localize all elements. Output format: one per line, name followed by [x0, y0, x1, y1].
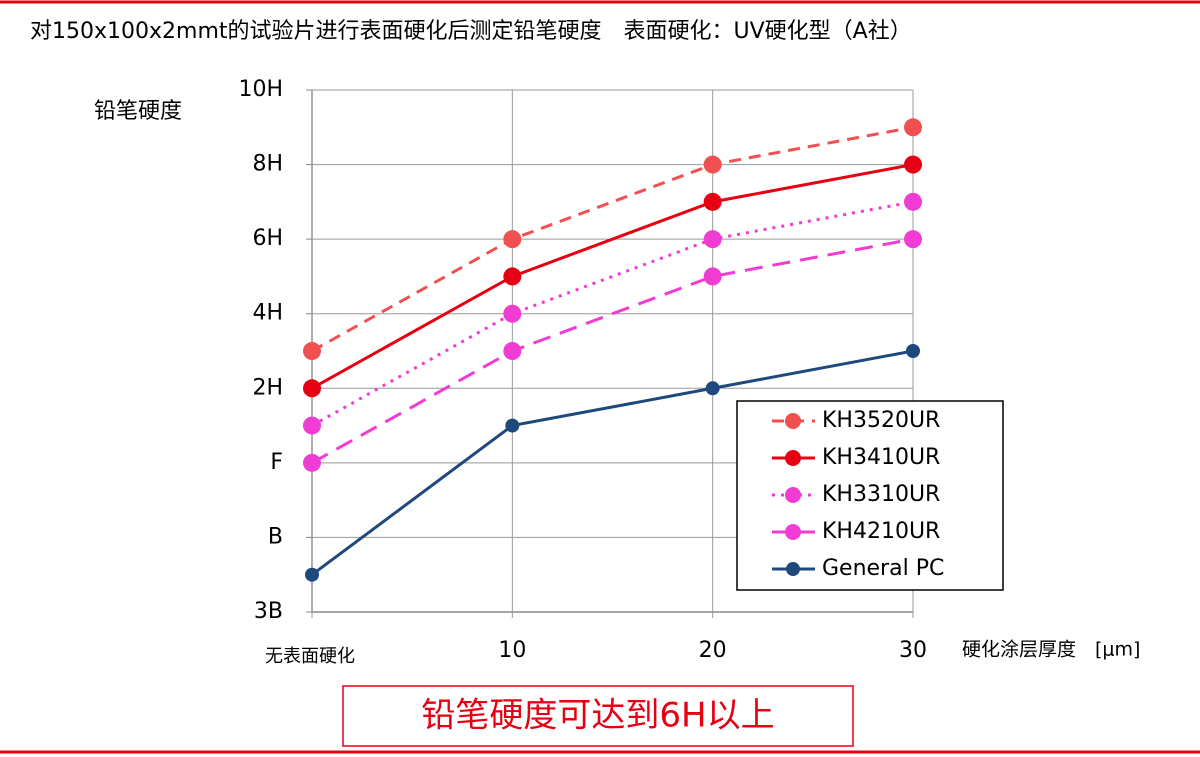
marker	[303, 379, 321, 398]
marker	[904, 155, 922, 174]
x-axis-label: 硬化涂层厚度 [μm]	[962, 639, 1140, 661]
series-line	[311, 237, 914, 465]
marker	[303, 416, 321, 435]
x-tick-label: 无表面硬化	[265, 646, 355, 667]
y-tick-label: B	[268, 524, 283, 549]
legend-label: KH4210UR	[822, 519, 940, 544]
y-tick-label: 2H	[252, 375, 283, 400]
legend-marker	[785, 413, 801, 429]
marker	[303, 453, 321, 472]
marker	[703, 192, 722, 211]
marker	[904, 230, 922, 249]
annotation-box	[342, 685, 854, 747]
legend-label: KH3520UR	[822, 408, 940, 433]
legend-label: KH3410UR	[822, 445, 940, 470]
legend-label: KH3310UR	[822, 482, 940, 507]
marker	[503, 304, 522, 323]
marker	[703, 230, 722, 249]
series-line	[311, 349, 914, 576]
marker	[503, 230, 522, 249]
legend-marker	[786, 562, 800, 576]
marker	[305, 567, 319, 582]
marker	[705, 381, 720, 396]
annotation: 铅笔硬度可达到6H以上	[421, 696, 774, 736]
y-tick-label: 6H	[252, 226, 283, 251]
x-tick-label: 20	[699, 638, 727, 663]
series-line	[311, 163, 914, 390]
marker	[906, 344, 920, 358]
legend-marker	[785, 450, 801, 466]
x-tick-label: 10	[498, 638, 526, 663]
marker	[503, 267, 522, 286]
y-axis-label: 铅笔硬度	[94, 99, 182, 124]
marker	[505, 418, 520, 433]
series-line	[311, 125, 914, 353]
legend-marker	[785, 487, 801, 503]
marker	[303, 342, 321, 360]
marker	[904, 118, 922, 137]
y-tick-label: 3B	[254, 599, 283, 624]
x-tick-label: 30	[899, 638, 927, 663]
y-tick-label: 8H	[252, 152, 283, 177]
legend: KH3520UR KH3410UR KH3310UR KH4210UR General …	[736, 400, 1004, 591]
marker	[904, 192, 922, 211]
chart-title: 对150x100x2mmt的试验片进行表面硬化后测定铅笔硬度 表面硬化：UV硬化…	[30, 19, 912, 44]
y-tick-label: F	[270, 450, 283, 475]
legend-marker	[785, 524, 801, 540]
marker	[703, 155, 722, 174]
y-tick-label: 4H	[252, 301, 283, 326]
marker	[703, 267, 722, 286]
legend-label: General PC	[822, 556, 944, 581]
y-tick-label: 10H	[238, 77, 283, 102]
marker	[503, 342, 522, 360]
